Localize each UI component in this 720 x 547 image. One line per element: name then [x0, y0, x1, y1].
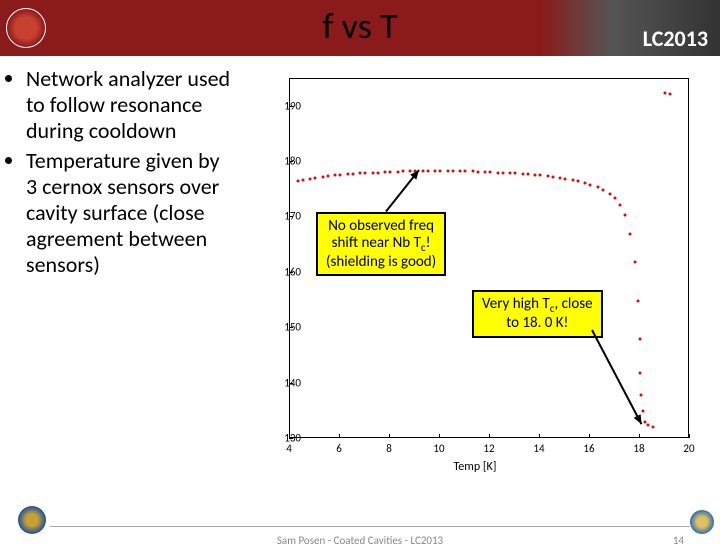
xtick-label: 8: [386, 442, 392, 455]
slide-header: f vs T LC2013: [0, 0, 720, 56]
xtick-label: 6: [336, 442, 342, 455]
xtick-label: 10: [433, 442, 444, 455]
bottom-left-logo-icon: [18, 506, 46, 534]
conference-label: LC2013: [643, 25, 708, 52]
chart-xlabel: Temp [K]: [454, 460, 497, 474]
bullet-item: Network analyzer used to follow resonanc…: [26, 66, 231, 144]
callout-no-shift: No observed freqshift near Nb Tc!(shield…: [316, 212, 446, 276]
bullet-list: Network analyzer used to follow resonanc…: [0, 66, 235, 476]
xtick-label: 12: [483, 442, 494, 455]
bullet-item: Temperature given by 3 cernox sensors ov…: [26, 148, 231, 278]
slide-title: f vs T: [323, 4, 398, 48]
footer-divider: [50, 526, 690, 527]
footer-text: Sam Posen - Coated Cavities - LC2013: [277, 534, 443, 547]
chart-container: Frequency - 1285 MHz [kHz] Temp [K] 1301…: [245, 66, 705, 476]
bottom-right-logo-icon: [690, 510, 714, 534]
callout-high-tc: Very high Tc, closeto 18. 0 K!: [472, 290, 603, 338]
xtick-label: 20: [683, 442, 694, 455]
xtick-label: 14: [533, 442, 544, 455]
xtick-label: 16: [583, 442, 594, 455]
xtick-label: 18: [633, 442, 644, 455]
university-seal-icon: [6, 8, 46, 48]
slide-number: 14: [673, 534, 684, 547]
xtick-label: 4: [286, 442, 292, 455]
